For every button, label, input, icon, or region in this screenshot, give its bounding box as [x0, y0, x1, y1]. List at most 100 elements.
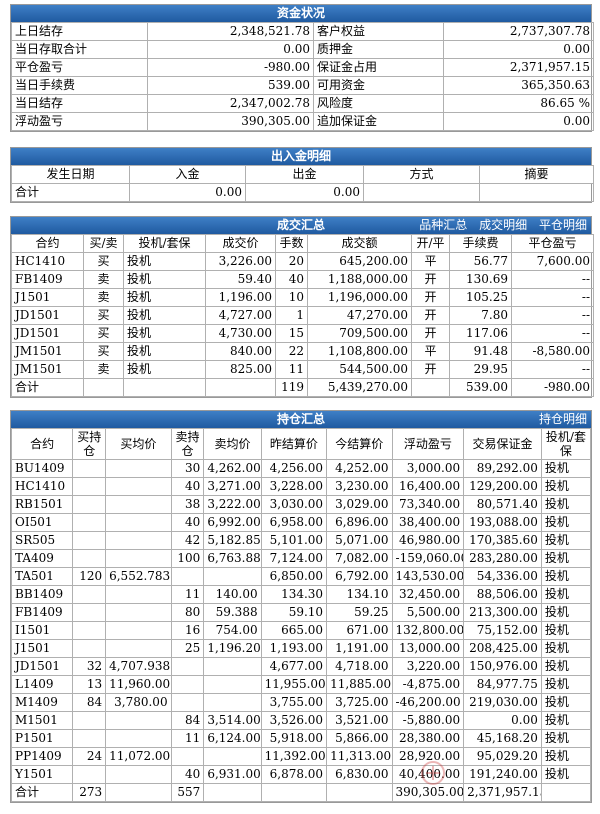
table-cell [105, 513, 172, 532]
field-label: 保证金占用 [313, 58, 444, 77]
table-cell: 6,931.00 [203, 765, 262, 784]
link-close-detail[interactable]: 平仓明细 [538, 218, 587, 232]
total-row: 合计 0.00 0.00 [11, 183, 594, 202]
column-header: 成交额 [307, 234, 412, 253]
table-cell: 开 [411, 270, 450, 289]
table-cell: 1,196.00 [205, 288, 276, 307]
table-cell: 3,526.00 [260, 711, 328, 730]
table-cell [411, 378, 450, 397]
table-cell: 6,763.88 [203, 549, 262, 568]
total-row: 合计 119 5,439,270.00 539.00 -980.00 [11, 378, 594, 397]
table-cell: 119 [275, 378, 308, 397]
table-cell: 40,400.00 [391, 765, 465, 784]
field-label: 浮动盈亏 [11, 112, 148, 131]
table-cell: 11,885.00 [326, 675, 393, 694]
table-cell: 11,313.00 [326, 747, 393, 766]
table-cell: 4,727.00 [205, 306, 276, 325]
table-cell: 3,755.00 [260, 693, 328, 712]
table-cell: 20 [275, 252, 308, 271]
table-cell: 47,270.00 [307, 306, 412, 325]
table-row: P1501 11 6,124.00 5,918.00 5,866.00 28,380.00… [10, 729, 592, 748]
table-row: L1409 13 11,960.00 11,955.00 11,885.00 -4,875… [10, 675, 592, 694]
table-cell: 59.10 [260, 603, 328, 622]
table-cell [105, 477, 172, 496]
table-cell: 4,730.00 [205, 324, 276, 343]
table-cell: BB1409 [10, 585, 74, 604]
link-trade-detail[interactable]: 成交明细 [479, 218, 528, 232]
table-cell: 16,400.00 [391, 477, 465, 496]
table-row: 当日结存 2,347,002.78 风险度 86.65 % [11, 94, 594, 113]
table-cell: 32,450.00 [391, 585, 465, 604]
table-cell: 投机 [123, 306, 206, 325]
table-cell: 84,977.75 [463, 675, 542, 694]
inout-table: 发生日期 入金 出金 方式 摘要 合计 0.00 0.00 [11, 165, 594, 202]
table-cell: 191,240.00 [463, 765, 542, 784]
table-cell: 投机 [123, 342, 206, 361]
table-cell [123, 378, 206, 397]
table-cell [105, 621, 172, 640]
table-cell: 42 [170, 531, 205, 550]
table-cell: 29.95 [449, 360, 512, 379]
table-cell: 3,780.00 [105, 693, 172, 712]
table-cell: 0.00 [463, 711, 542, 730]
table-cell: 283,280.00 [463, 549, 542, 568]
table-cell: 100 [170, 549, 205, 568]
table-cell: 4,256.00 [260, 459, 328, 478]
field-label: 可用资金 [313, 76, 444, 95]
table-cell: Y1501 [10, 765, 74, 784]
table-row: M1501 84 3,514.00 3,526.00 3,521.00 -5,880.00… [10, 711, 592, 730]
table-cell: RB1501 [10, 495, 74, 514]
table-cell: -- [511, 270, 594, 289]
table-cell: 120 [72, 567, 107, 586]
table-cell: TA409 [10, 549, 74, 568]
watermark-logo-icon [421, 761, 445, 785]
table-cell: 3,222.00 [203, 495, 262, 514]
table-cell [170, 693, 205, 712]
table-cell: 22 [275, 342, 308, 361]
table-cell: 投机 [540, 585, 592, 604]
table-cell: HC1410 [10, 477, 74, 496]
column-header: 合约 [10, 428, 74, 460]
column-header: 投机/套保 [540, 428, 592, 460]
table-cell: 合计 [11, 183, 130, 202]
table-cell: 6,958.00 [260, 513, 328, 532]
table-cell: 219,030.00 [463, 693, 542, 712]
table-cell: 130.69 [449, 270, 512, 289]
table-cell: 开 [411, 288, 450, 307]
positions-panel: 持仓汇总 持仓明细 合约 买持仓 买均价 卖持仓 卖均价 昨结算价 今结算价 浮动盈亏 交易保证… [10, 410, 592, 803]
table-cell: 38,400.00 [391, 513, 465, 532]
field-value: 0.00 [443, 112, 594, 131]
table-cell: JD1501 [11, 306, 84, 325]
table-cell [203, 657, 262, 676]
table-cell: 59.40 [205, 270, 276, 289]
table-row: TA501 120 6,552.783 6,850.00 6,792.00 143,530… [10, 567, 592, 586]
table-cell: 4,677.00 [260, 657, 328, 676]
table-cell: 0.00 [129, 183, 246, 202]
column-header: 投机/套保 [123, 234, 206, 253]
table-cell: 投机 [540, 621, 592, 640]
column-header: 手数 [275, 234, 308, 253]
field-label: 当日存取合计 [11, 40, 148, 59]
table-cell: -- [511, 360, 594, 379]
table-cell: 投机 [540, 567, 592, 586]
link-variety-summary[interactable]: 品种汇总 [419, 218, 468, 232]
table-cell: 132,800.00 [391, 621, 465, 640]
table-cell: J1501 [10, 639, 74, 658]
table-cell: 6,124.00 [203, 729, 262, 748]
table-cell: 59.25 [326, 603, 393, 622]
link-position-detail[interactable]: 持仓明细 [538, 412, 587, 426]
table-cell [72, 711, 107, 730]
table-cell: 6,552.783 [105, 567, 172, 586]
table-cell: 95,029.20 [463, 747, 542, 766]
positions-table: 合约 买持仓 买均价 卖持仓 卖均价 昨结算价 今结算价 浮动盈亏 交易保证金 投机/套保 BU14… [10, 428, 592, 802]
table-cell: 投机 [540, 531, 592, 550]
funds-panel: 资金状况 上日结存 2,348,521.78 客户权益 2,737,307.78 当日存… [10, 4, 594, 132]
column-header: 今结算价 [326, 428, 393, 460]
table-cell: J1501 [11, 288, 84, 307]
table-cell: 投机 [540, 729, 592, 748]
table-row: M1409 84 3,780.00 3,755.00 3,725.00 -46,200.0… [10, 693, 592, 712]
table-cell: HC1410 [11, 252, 84, 271]
table-cell: -159,060.00 [391, 549, 465, 568]
table-cell: -- [511, 306, 594, 325]
table-cell: 193,088.00 [463, 513, 542, 532]
